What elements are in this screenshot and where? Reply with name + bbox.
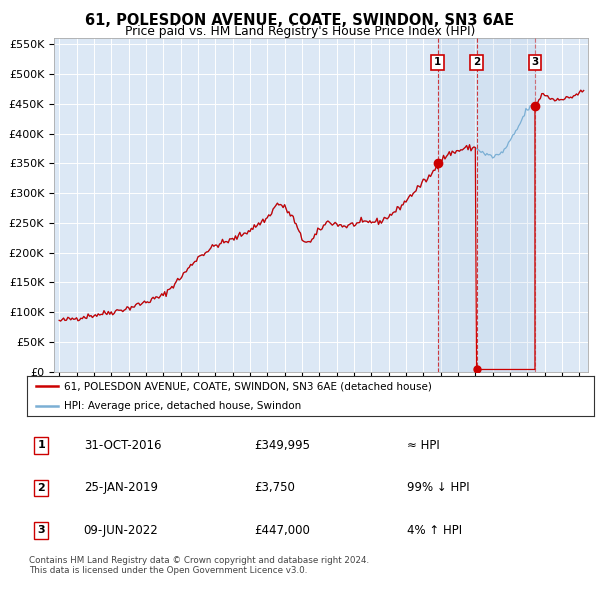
Text: 4% ↑ HPI: 4% ↑ HPI	[407, 524, 462, 537]
Text: £3,750: £3,750	[254, 481, 295, 494]
Text: 99% ↓ HPI: 99% ↓ HPI	[407, 481, 470, 494]
Text: 1: 1	[434, 57, 442, 67]
Text: Contains HM Land Registry data © Crown copyright and database right 2024.
This d: Contains HM Land Registry data © Crown c…	[29, 556, 369, 575]
Text: 3: 3	[37, 526, 45, 535]
Text: HPI: Average price, detached house, Swindon: HPI: Average price, detached house, Swin…	[64, 401, 301, 411]
Text: 2: 2	[473, 57, 480, 67]
Text: 09-JUN-2022: 09-JUN-2022	[84, 524, 158, 537]
Text: ≈ HPI: ≈ HPI	[407, 439, 440, 452]
Text: £349,995: £349,995	[254, 439, 310, 452]
Bar	[437, 38, 535, 372]
Text: 61, POLESDON AVENUE, COATE, SWINDON, SN3 6AE (detached house): 61, POLESDON AVENUE, COATE, SWINDON, SN3…	[64, 381, 432, 391]
Text: 2: 2	[37, 483, 45, 493]
Text: 31-OCT-2016: 31-OCT-2016	[84, 439, 161, 452]
Text: Price paid vs. HM Land Registry's House Price Index (HPI): Price paid vs. HM Land Registry's House …	[125, 25, 475, 38]
Text: 25-JAN-2019: 25-JAN-2019	[84, 481, 158, 494]
Text: 61, POLESDON AVENUE, COATE, SWINDON, SN3 6AE: 61, POLESDON AVENUE, COATE, SWINDON, SN3…	[85, 13, 515, 28]
Text: 3: 3	[532, 57, 539, 67]
Text: 1: 1	[37, 441, 45, 450]
Text: £447,000: £447,000	[254, 524, 310, 537]
